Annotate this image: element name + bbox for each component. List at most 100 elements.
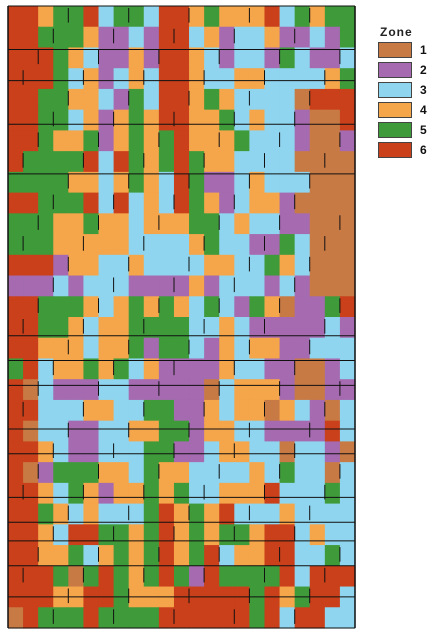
map-cell-zone-5: [189, 524, 205, 546]
map-cell-zone-4: [83, 171, 100, 194]
map-cell-zone-6: [204, 545, 220, 567]
map-cell-zone-6: [23, 47, 39, 69]
map-cell-zone-3: [234, 462, 250, 484]
map-cell-zone-3: [279, 130, 296, 152]
map-cell-zone-4: [68, 337, 85, 360]
map-cell-zone-6: [309, 88, 326, 111]
map-cell-zone-6: [173, 109, 190, 131]
map-cell-zone-6: [23, 26, 39, 49]
map-cell-zone-5: [53, 462, 69, 484]
map-cell-zone-4: [173, 462, 190, 484]
map-cell-zone-2: [204, 337, 220, 360]
map-cell-zone-6: [8, 565, 24, 588]
map-cell-zone-4: [68, 213, 85, 235]
legend-items: 1 2 3 4 5 6: [378, 40, 438, 160]
map-cell-zone-4: [38, 524, 54, 546]
map-cell-zone-6: [8, 130, 24, 152]
map-cell-zone-6: [23, 192, 39, 214]
map-cell-zone-3: [279, 109, 296, 131]
map-cell-zone-2: [309, 317, 326, 339]
map-cell-zone-3: [294, 171, 311, 194]
map-cell-zone-3: [264, 68, 281, 90]
map-cell-zone-4: [173, 524, 190, 546]
map-cell-zone-1: [324, 171, 341, 194]
map-cell-zone-4: [143, 130, 160, 152]
map-cell-zone-4: [38, 6, 54, 28]
map-cell-zone-4: [143, 109, 160, 131]
map-cell-zone-4: [83, 482, 100, 505]
map-cell-zone-3: [279, 68, 296, 90]
map-cell-zone-6: [23, 109, 39, 131]
map-cell-zone-5: [219, 524, 235, 546]
map-cell-zone-5: [38, 234, 54, 256]
map-cell-zone-4: [279, 399, 296, 422]
map-cell-zone-3: [234, 47, 250, 69]
map-cell-zone-1: [8, 607, 24, 629]
map-cell-zone-3: [173, 234, 190, 256]
map-cell-zone-6: [158, 503, 175, 525]
map-cell-zone-3: [234, 254, 250, 277]
map-cell-zone-2: [279, 379, 296, 401]
map-cell-zone-5: [98, 524, 115, 546]
map-cell-zone-4: [98, 234, 115, 256]
map-cell-zone-6: [83, 6, 100, 28]
map-cell-zone-4: [264, 26, 281, 49]
map-cell-zone-3: [83, 545, 100, 567]
map-cell-zone-5: [113, 607, 130, 629]
map-cell-zone-6: [8, 254, 24, 277]
map-cell-zone-3: [219, 68, 235, 90]
map-cell-zone-1: [324, 275, 341, 297]
map-cell-zone-3: [234, 275, 250, 297]
map-cell-zone-6: [264, 6, 281, 28]
map-cell-zone-5: [339, 6, 356, 28]
legend-swatch: [378, 142, 412, 158]
map-cell-zone-3: [219, 296, 235, 318]
map-cell-zone-4: [68, 88, 85, 111]
map-cell-zone-3: [98, 192, 115, 214]
map-cell-zone-3: [158, 254, 175, 277]
map-cell-zone-4: [204, 192, 220, 214]
map-cell-zone-5: [128, 109, 145, 131]
map-cell-zone-1: [294, 379, 311, 401]
map-cell-zone-2: [189, 420, 205, 442]
map-cell-zone-1: [339, 441, 356, 463]
map-cell-zone-3: [189, 337, 205, 360]
legend-label: 1: [420, 43, 427, 57]
map-cell-zone-3: [309, 68, 326, 90]
map-cell-zone-5: [143, 441, 160, 463]
map-cell-zone-2: [173, 399, 190, 422]
map-cell-zone-3: [234, 503, 250, 525]
map-cell-zone-2: [324, 26, 341, 49]
map-cell-zone-1: [264, 399, 281, 422]
map-cell-zone-6: [173, 68, 190, 90]
legend: Zone 1 2 3 4 5 6: [378, 24, 438, 160]
map-cell-zone-3: [279, 607, 296, 629]
map-cell-zone-5: [68, 607, 85, 629]
map-cell-zone-4: [249, 337, 266, 360]
map-cell-zone-6: [8, 109, 24, 131]
map-cell-zone-5: [204, 234, 220, 256]
map-cell-zone-6: [8, 420, 24, 442]
map-cell-zone-3: [189, 317, 205, 339]
map-cell-zone-2: [339, 317, 356, 339]
map-cell-zone-1: [23, 462, 39, 484]
map-cell-zone-4: [98, 462, 115, 484]
map-cell-zone-2: [158, 275, 175, 297]
map-cell-zone-5: [128, 130, 145, 152]
map-cell-zone-6: [173, 171, 190, 194]
map-cell-zone-6: [23, 545, 39, 567]
map-cell-zone-3: [219, 379, 235, 401]
map-cell-zone-5: [158, 151, 175, 173]
map-cell-zone-3: [264, 462, 281, 484]
map-cell-zone-2: [279, 213, 296, 235]
map-cell-zone-4: [234, 482, 250, 505]
map-cell-zone-1: [324, 213, 341, 235]
map-cell-zone-5: [143, 503, 160, 525]
map-cell-zone-2: [324, 358, 341, 380]
map-cell-zone-6: [38, 47, 54, 69]
map-cell-zone-4: [143, 213, 160, 235]
map-cell-zone-6: [8, 296, 24, 318]
map-cell-zone-3: [143, 68, 160, 90]
map-cell-zone-6: [8, 379, 24, 401]
map-cell-zone-4: [173, 213, 190, 235]
